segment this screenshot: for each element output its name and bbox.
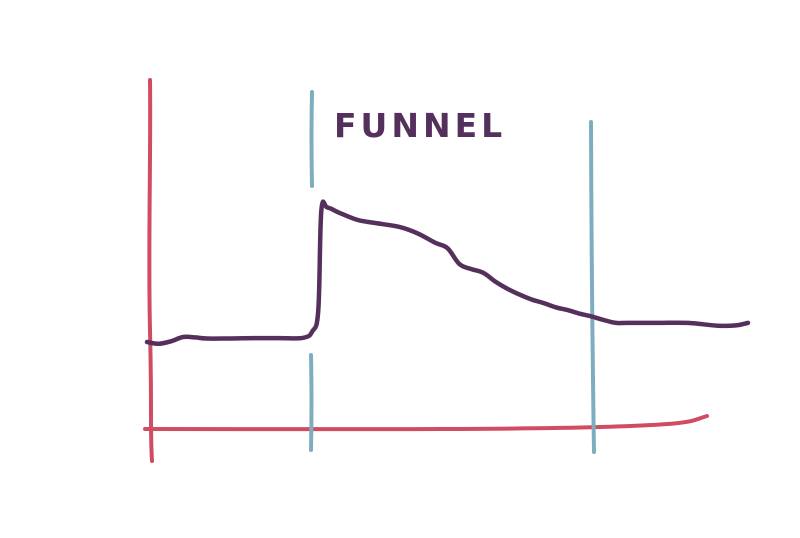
funnel-start-segment: [309, 353, 314, 452]
funnel-end-marker: [589, 120, 596, 454]
y-axis-line: [147, 78, 154, 463]
series-line-level: [144, 199, 751, 347]
funnel-start-segment: [309, 90, 314, 188]
funnel-annotation: FUNNEL: [334, 106, 506, 145]
funnel-markers: [309, 90, 596, 454]
funnel-end-segment: [589, 120, 596, 454]
x-axis-line: [143, 414, 709, 432]
series-group: [144, 199, 751, 347]
funnel-start-marker: [309, 90, 314, 452]
axes: [143, 78, 709, 463]
